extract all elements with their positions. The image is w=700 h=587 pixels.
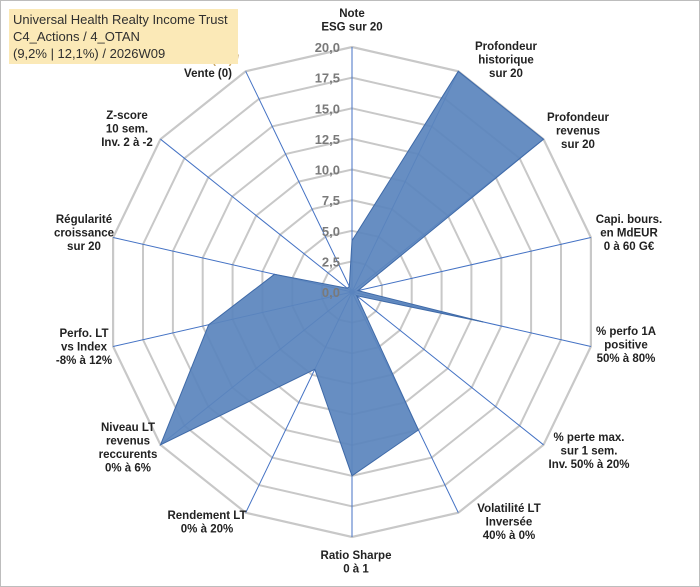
axis-label: Capi. bours. en MdEUR 0 à 60 G€ — [596, 214, 662, 253]
axis-label: Note ESG sur 20 — [321, 8, 382, 34]
radial-tick-label: 2,5 — [322, 254, 340, 269]
radial-tick-label: 5,0 — [322, 224, 340, 239]
series-layer — [159, 70, 545, 477]
axis-label: Profondeur revenus sur 20 — [547, 112, 609, 151]
axis-spoke — [160, 138, 353, 293]
chart-subtitle-stats: (9,2% | 12,1%) / 2026W09 — [13, 46, 166, 61]
radial-tick-label: 10,0 — [315, 163, 340, 178]
axis-spoke — [351, 237, 592, 293]
radial-tick-label: 7,5 — [322, 193, 340, 208]
axis-label: Rendement LT 0% à 20% — [167, 510, 246, 536]
tick-label-layer: 0,0 2,5 5,0 7,5 10,0 12,5 15,0 17,5 20,0 — [315, 40, 340, 300]
axis-spoke — [351, 291, 544, 446]
axis-label: % perte max. sur 1 sem. Inv. 50% à 20% — [549, 432, 630, 471]
chart-subtitle-category: C4_Actions / 4_OTAN — [13, 29, 140, 44]
radial-tick-label: 17,5 — [315, 71, 340, 86]
axis-label: Z-score 10 sem. Inv. 2 à -2 — [101, 110, 153, 149]
radial-tick-label: 12,5 — [315, 132, 340, 147]
axis-label: Profondeur historique sur 20 — [475, 41, 537, 80]
axis-label: Ratio Sharpe 0 à 1 — [321, 550, 392, 576]
axis-label: Perfo. LT vs Index -8% à 12% — [56, 328, 112, 367]
radial-tick-label: 0,0 — [322, 285, 340, 300]
axis-label: % perfo 1A positive 50% à 80% — [596, 326, 656, 365]
series-area — [159, 70, 545, 477]
radial-tick-label: 20,0 — [315, 40, 340, 55]
axis-spoke — [245, 71, 353, 293]
chart-title: Universal Health Realty Income Trust — [13, 12, 228, 27]
axis-label: Régularité croissance sur 20 — [54, 214, 114, 253]
axis-label: Niveau LT revenus reccurents 0% à 6% — [99, 422, 158, 475]
radial-tick-label: 15,0 — [315, 101, 340, 116]
chart-title-box: Universal Health Realty Income Trust C4_… — [9, 9, 238, 64]
axis-label: Volatilité LT Inversée 40% à 0% — [477, 503, 540, 542]
